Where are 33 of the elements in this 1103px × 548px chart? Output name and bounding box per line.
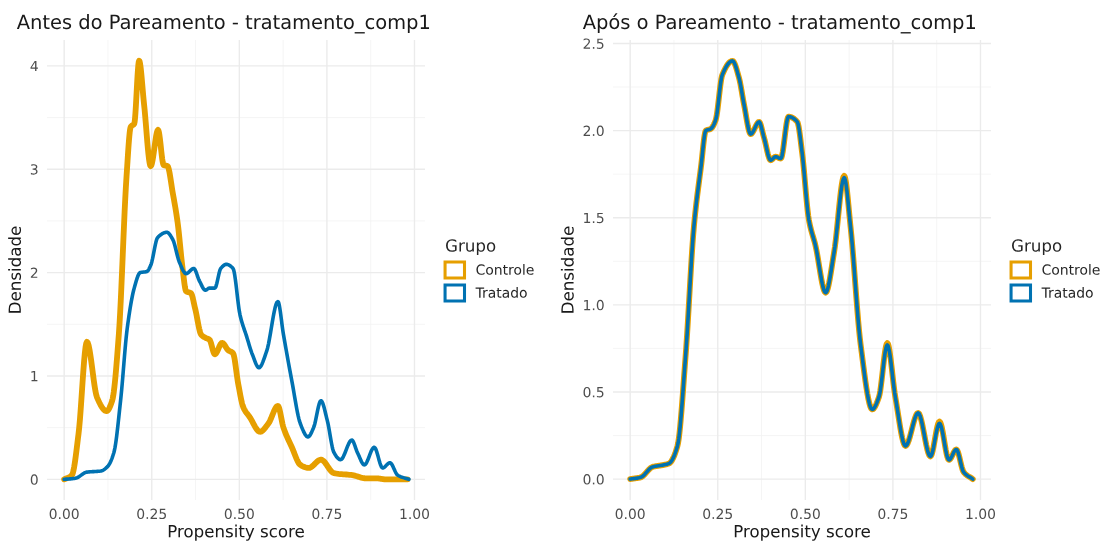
legend-label: Controle — [1042, 264, 1100, 275]
x-tick-label: 0.75 — [878, 508, 908, 520]
y-axis-title: Densidade — [560, 226, 574, 313]
x-tick-label: 0.25 — [137, 508, 166, 520]
y-tick-label: 1 — [31, 371, 38, 382]
x-tick-label: 0.50 — [790, 508, 820, 520]
x-axis-title: Propensity score — [734, 524, 870, 541]
y-tick-label: 1.0 — [584, 299, 604, 311]
chart-title: Antes do Pareamento - tratamento_comp1 — [16, 14, 430, 34]
y-tick-label: 2.5 — [583, 38, 604, 49]
x-tick-label: 0.00 — [615, 508, 645, 520]
y-axis-title: Densidade — [8, 226, 22, 313]
x-tick-label: 1.00 — [966, 508, 996, 520]
y-tick-label: 0.5 — [583, 386, 604, 398]
x-tick-label: 0.25 — [703, 508, 732, 520]
y-tick-label: 4 — [30, 60, 38, 72]
legend-label: Controle — [476, 264, 534, 275]
x-axis-title: Propensity score — [168, 524, 304, 541]
legend-title: Grupo — [1011, 239, 1062, 256]
x-tick-label: 1.00 — [400, 508, 430, 520]
y-tick-label: 3 — [30, 164, 38, 175]
y-tick-label: 2 — [30, 267, 38, 278]
legend-label: Tratado — [475, 287, 527, 298]
x-tick-label: 0.75 — [312, 508, 342, 520]
y-tick-label: 1.5 — [584, 212, 604, 224]
x-tick-label: 0.00 — [49, 508, 79, 520]
x-tick-label: 0.50 — [224, 508, 254, 520]
y-tick-label: 2.0 — [583, 125, 604, 137]
y-tick-label: 0.0 — [583, 474, 604, 485]
y-tick-label: 0 — [30, 474, 38, 485]
legend-title: Grupo — [445, 239, 496, 256]
legend-label: Tratado — [1041, 287, 1093, 298]
chart-title: Após o Pareamento - tratamento_comp1 — [582, 13, 976, 34]
